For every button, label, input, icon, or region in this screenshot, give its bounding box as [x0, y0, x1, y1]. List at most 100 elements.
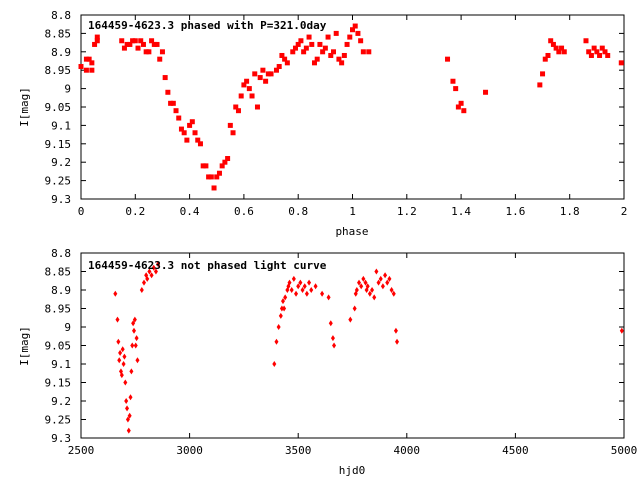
phased-y-tick-label: 9.25 [45, 175, 72, 188]
phased-x-tick-label: 1 [349, 205, 356, 218]
data-point [117, 357, 122, 364]
data-point [83, 56, 89, 62]
data-point [78, 64, 84, 70]
data-point [131, 327, 136, 334]
data-point [280, 298, 285, 305]
data-point [602, 49, 608, 55]
data-point [597, 52, 603, 58]
data-point [372, 294, 377, 301]
unphased-y-tick-label: 8.85 [45, 266, 72, 279]
data-point [181, 130, 187, 136]
data-point [116, 338, 121, 345]
phased-x-tick-label: 0.4 [180, 205, 200, 218]
phased-y-tick-label: 8.85 [45, 27, 72, 40]
data-point [157, 56, 163, 62]
data-point [326, 294, 331, 301]
data-point [347, 34, 353, 40]
data-point [278, 312, 283, 319]
phased-y-axis-label: I[mag] [18, 87, 31, 127]
unphased-y-axis-label: I[mag] [18, 326, 31, 366]
data-point [124, 41, 130, 47]
data-point [303, 45, 309, 51]
phased-y-tick-label: 8.8 [51, 9, 71, 22]
data-point [159, 49, 165, 55]
phased-x-tick-label: 1.6 [505, 205, 525, 218]
data-point [276, 324, 281, 330]
data-point [265, 71, 271, 77]
data-point [156, 261, 161, 268]
data-point [307, 279, 312, 286]
data-point [618, 60, 624, 66]
data-point [537, 82, 543, 88]
phased-y-tick-label: 8.9 [51, 46, 71, 59]
data-point [330, 49, 336, 55]
data-point [200, 163, 206, 169]
unphased-x-tick-label: 3000 [176, 444, 203, 457]
data-point [195, 137, 201, 143]
data-point [294, 290, 299, 297]
unphased-x-tick-label: 3500 [285, 444, 312, 457]
data-point [387, 275, 392, 282]
phased-y-tick-label: 9.2 [51, 156, 71, 169]
data-point [559, 45, 565, 51]
data-point [344, 41, 350, 47]
data-point [83, 67, 89, 73]
data-point [309, 41, 315, 47]
data-point [225, 156, 231, 162]
data-point [296, 283, 301, 290]
data-point [131, 320, 136, 327]
data-point [287, 279, 292, 286]
data-point [257, 75, 263, 81]
data-point [120, 346, 125, 353]
data-point [354, 287, 359, 293]
data-point [154, 41, 160, 47]
data-point [135, 45, 141, 51]
data-point [125, 416, 130, 423]
data-point [119, 372, 124, 379]
data-point [333, 30, 339, 36]
data-point [118, 349, 123, 356]
data-point [453, 86, 459, 92]
data-point [291, 275, 296, 282]
unphased-y-tick-label: 9.2 [51, 395, 71, 408]
data-point [238, 93, 244, 99]
data-point [360, 49, 366, 55]
unphased-ticks: 2500 3000 3500 4000 4500 5000 8.8 8.85 8.9 8.95 9 9… [45, 247, 638, 457]
data-point [378, 275, 383, 282]
unphased-x-tick-label: 4000 [394, 444, 421, 457]
data-point [583, 38, 589, 44]
data-point [322, 45, 328, 51]
data-point [380, 283, 385, 290]
data-point [341, 52, 347, 58]
data-point [151, 264, 156, 271]
data-point [168, 100, 174, 106]
phased-x-tick-label: 2 [621, 205, 628, 218]
phased-chart-title: 164459-4623.3 phased with P=321.0day [88, 19, 327, 32]
data-point [143, 49, 149, 55]
phased-x-tick-label: 1.8 [560, 205, 580, 218]
unphased-y-tick-label: 9 [64, 321, 71, 334]
data-point [455, 104, 461, 110]
data-point [138, 38, 144, 44]
data-point [556, 49, 562, 55]
data-point [121, 45, 127, 51]
data-point [86, 56, 92, 62]
data-point [374, 268, 379, 275]
unphased-x-axis-label: hjd0 [339, 464, 366, 477]
data-point [94, 34, 100, 40]
phased-x-axis-label: phase [335, 225, 368, 238]
data-point [89, 67, 95, 73]
phased-x-tick-label: 0.6 [234, 205, 254, 218]
data-point [591, 45, 597, 51]
data-point [197, 141, 203, 147]
data-point [241, 82, 247, 88]
data-point [300, 287, 305, 293]
data-point [151, 41, 157, 47]
data-point [357, 279, 362, 286]
data-point [389, 287, 394, 293]
data-point [246, 86, 252, 92]
data-point [309, 287, 314, 293]
data-point [128, 394, 133, 401]
data-point [461, 108, 467, 114]
unphased-y-tick-label: 9.25 [45, 414, 72, 427]
